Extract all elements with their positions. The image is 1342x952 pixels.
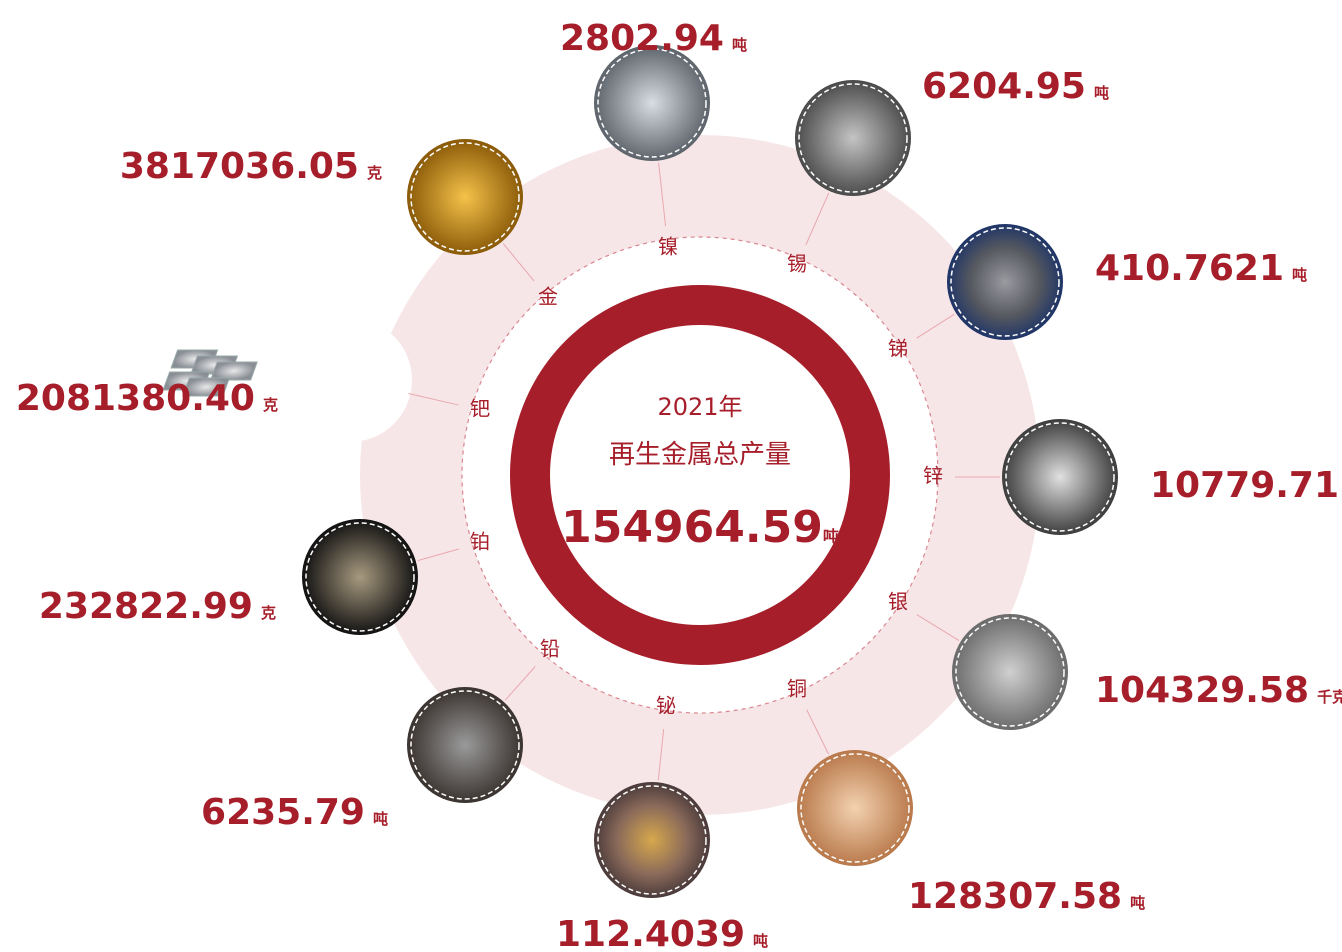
value-number: 410.7621	[1095, 248, 1284, 289]
connector	[805, 192, 830, 246]
image-border	[597, 785, 707, 895]
connector	[504, 666, 536, 701]
metal-image	[302, 519, 418, 635]
metal-name: 钯	[470, 397, 490, 421]
image-border	[800, 753, 910, 863]
value-number: 128307.58	[908, 876, 1122, 917]
metal-name: 锑	[888, 337, 908, 361]
connector	[916, 313, 955, 339]
value-unit: 克	[261, 604, 276, 622]
connector	[502, 243, 535, 282]
metal-value: 2802.94 吨	[560, 18, 747, 59]
value-unit: 吨	[373, 810, 388, 828]
center-title: 再生金属总产量	[609, 440, 791, 470]
value-number: 2081380.40	[16, 378, 255, 419]
center-ring	[510, 285, 890, 665]
value-unit: 吨	[753, 932, 768, 950]
palladium-cutout	[288, 318, 412, 442]
connector	[657, 728, 665, 781]
value-unit: 吨	[1130, 894, 1145, 912]
metal-name: 金	[538, 285, 558, 309]
metal-name: 锌	[923, 464, 943, 488]
metal-name: 铋	[656, 694, 676, 718]
value-unit: 吨	[1094, 84, 1109, 102]
metal-name: 银	[888, 590, 908, 614]
metal-value: 10779.71吨	[1150, 465, 1342, 506]
image-border	[410, 142, 520, 252]
total-unit: 吨	[823, 527, 839, 546]
metal-value: 104329.58 千克	[1095, 670, 1342, 711]
value-number: 10779.71	[1150, 465, 1339, 506]
metal-value: 410.7621 吨	[1095, 248, 1307, 289]
value-number: 104329.58	[1095, 670, 1309, 711]
background-rings	[288, 135, 1040, 815]
connector	[417, 548, 459, 562]
connector	[408, 393, 459, 406]
image-border	[955, 617, 1065, 727]
items: 镍2802.94吨锡6204.95吨锑410.7621吨锌10779.71吨银1…	[16, 18, 1342, 952]
metal-value: 6204.95 吨	[922, 66, 1109, 107]
value-number: 6235.79	[201, 792, 365, 833]
total: 154964.59	[561, 502, 823, 553]
image-border	[798, 83, 908, 193]
bar-image	[182, 377, 231, 397]
value-unit: 吨	[1292, 266, 1307, 284]
metal-image	[594, 782, 710, 898]
metal-image	[952, 614, 1068, 730]
image-border	[1005, 422, 1115, 532]
metal-image	[594, 45, 710, 161]
metal-name: 铜	[787, 677, 807, 701]
connector	[916, 614, 960, 641]
image-border	[950, 227, 1060, 337]
value-unit: 克	[367, 164, 382, 182]
center-total: 154964.59吨	[561, 502, 839, 553]
metal-image	[797, 750, 913, 866]
metal-image	[1002, 419, 1118, 535]
value-number: 3817036.05	[120, 146, 359, 187]
metal-image	[407, 139, 523, 255]
value-number: 6204.95	[922, 66, 1086, 107]
palladium-bars	[162, 349, 258, 397]
metal-value: 6235.79 吨	[201, 792, 388, 833]
center-text: 2021年 再生金属总产量 154964.59吨	[561, 393, 839, 553]
image-border	[597, 48, 707, 158]
image-border	[410, 690, 520, 800]
bar-image	[210, 361, 258, 381]
metal-name: 铅	[540, 637, 560, 661]
value-number: 112.4039	[556, 914, 745, 952]
image-border	[305, 522, 415, 632]
value-unit: 克	[263, 396, 278, 414]
value-number: 2802.94	[560, 18, 724, 59]
metal-value: 2081380.40 克	[16, 378, 278, 419]
value-unit: 吨	[732, 36, 747, 54]
metal-value: 232822.99 克	[39, 586, 276, 627]
metal-image	[795, 80, 911, 196]
value-number: 232822.99	[39, 586, 253, 627]
metal-value: 3817036.05 克	[120, 146, 382, 187]
metal-name: 铂	[470, 530, 490, 554]
connector	[806, 709, 829, 755]
metal-image	[947, 224, 1063, 340]
metal-value: 112.4039 吨	[556, 914, 768, 952]
year: 2021年	[657, 393, 742, 421]
metal-value: 128307.58 吨	[908, 876, 1145, 917]
metal-image	[407, 687, 523, 803]
connector	[658, 162, 667, 227]
connectors	[408, 162, 1000, 781]
metal-name: 锡	[787, 252, 807, 276]
value-unit: 千克	[1317, 688, 1342, 706]
metal-name: 镍	[658, 235, 678, 259]
